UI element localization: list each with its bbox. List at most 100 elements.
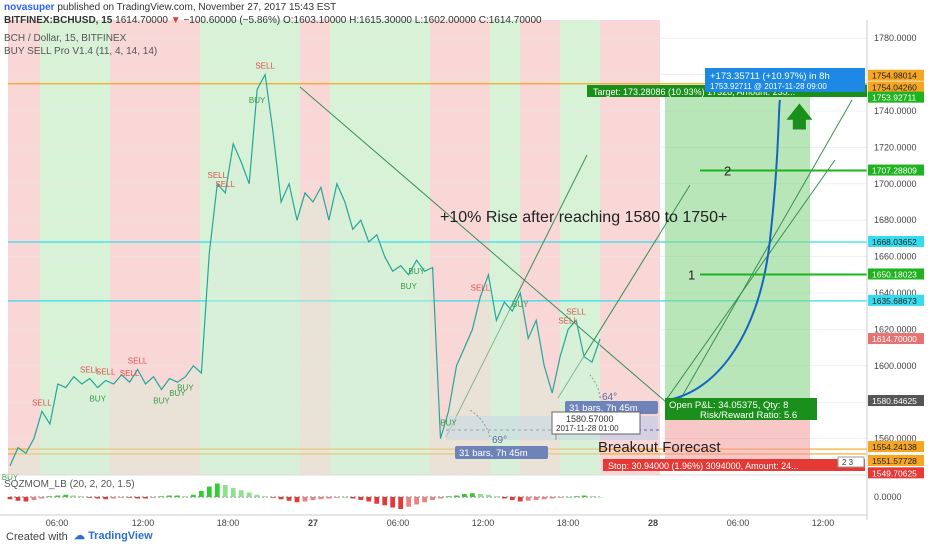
y-tick-5: 1660.0000	[874, 252, 917, 262]
osc-bar-3	[31, 497, 37, 500]
signal-sell-10: SELL	[208, 171, 228, 180]
symbol-name[interactable]: BITFINEX:BCHUSD, 15	[4, 15, 113, 26]
high-value: H:1615.30000	[349, 15, 412, 26]
low-value: L:1602.00000	[414, 15, 476, 26]
osc-bar-48	[390, 497, 396, 508]
osc-bar-44	[358, 497, 364, 500]
osc-bar-68	[549, 497, 555, 499]
osc-bar-42	[342, 497, 348, 498]
osc-bar-40	[326, 497, 332, 499]
stop-box	[603, 459, 865, 471]
osc-bar-69	[557, 497, 563, 498]
osc-bar-31	[254, 494, 260, 497]
pane-title: BCH / Dollar, 15, BITFINEX	[4, 33, 127, 44]
tradingview-logo[interactable]: ☁ TradingView	[74, 529, 153, 542]
x-tick-7: 28	[648, 518, 658, 528]
signal-buy-9: BUY	[177, 384, 194, 393]
signal-buy-15: BUY	[408, 267, 425, 276]
open-pl-text: Open P&L: 34.05375, Qty: 8	[669, 400, 788, 411]
target-zone	[665, 90, 810, 398]
publish-line: novasuper published on TradingView.com, …	[4, 2, 336, 13]
zone-3	[200, 20, 250, 475]
price-label-5: 1650.18023	[872, 269, 917, 279]
angle-arc-1	[469, 409, 491, 438]
angle-arc-2	[589, 374, 601, 399]
osc-bar-20	[167, 495, 172, 497]
breakout-annotation: Breakout Forecast	[598, 439, 721, 456]
y-tick-4: 1640.0000	[874, 288, 917, 298]
osc-bar-12	[103, 497, 109, 500]
price-label-bg-2	[868, 91, 924, 103]
uptrend-line-1	[445, 154, 588, 438]
x-tick-2: 18:00	[217, 518, 240, 528]
osc-bar-18	[151, 497, 156, 498]
created-with-text: Created with	[6, 531, 68, 543]
signal-sell-16: SELL	[471, 284, 491, 293]
osc-bar-45	[366, 497, 372, 502]
osc-bar-46	[374, 497, 380, 504]
zone-4	[250, 20, 300, 475]
open-value: O:1603.10000	[282, 15, 347, 26]
signal-buy-17: BUY	[440, 418, 457, 427]
cross-time-text: 2017-11-28 01:00	[556, 424, 619, 433]
zone-8	[445, 20, 490, 475]
tradingview-text: TradingView	[88, 530, 153, 542]
osc-bar-8	[71, 495, 77, 497]
price-area	[10, 74, 600, 475]
bars-label-2	[455, 446, 548, 459]
signal-sell-4: SELL	[120, 369, 140, 378]
osc-bar-33	[270, 497, 276, 498]
osc-bar-13	[111, 497, 117, 499]
trend-lines	[299, 86, 853, 438]
osc-bar-35	[286, 497, 292, 501]
price-line	[9, 72, 601, 467]
target-label-1: 1	[688, 267, 695, 282]
osc-bar-55	[446, 496, 451, 497]
signal-sell-5: SELL	[128, 356, 148, 365]
price-label-7: 1614.70000	[872, 334, 917, 344]
osc-bar-43	[350, 497, 356, 499]
headline-annotation: +10% Rise after reaching 1580 to 1750+	[440, 209, 727, 226]
osc-bar-2	[23, 497, 29, 502]
time-axis: 06:00 12:00 18:00 27 06:00 12:00 18:00 28 06:00 1…	[46, 518, 835, 528]
osc-bar-41	[334, 497, 340, 498]
signal-buy-1: BUY	[2, 473, 19, 482]
oscillator-title[interactable]: SQZMOM_LB (20, 2, 20, 1.5)	[4, 479, 135, 490]
author-name[interactable]: novasuper	[4, 2, 55, 13]
forecast-arrow-icon: 🡅	[785, 101, 814, 132]
osc-bar-47	[382, 497, 388, 506]
osc-bar-0	[7, 497, 13, 500]
osc-bar-61	[493, 496, 499, 497]
signal-buy-14: BUY	[400, 282, 417, 291]
cross-tooltip	[551, 411, 641, 435]
price-label-8: 1580.64625	[872, 396, 917, 406]
indicator-title[interactable]: BUY SELL Pro V1.4 (11, 4, 14, 14)	[4, 46, 158, 57]
osc-bar-62	[501, 497, 507, 499]
price-label-3: 1707.28809	[872, 166, 917, 176]
osc-bar-56	[454, 495, 459, 497]
signal-sell-2: SELL	[80, 366, 100, 375]
y-tick-7: 1700.0000	[874, 179, 917, 189]
osc-bar-34	[278, 497, 284, 500]
price-label-bg-1	[868, 81, 924, 93]
osc-bar-15	[127, 497, 132, 498]
price-label-bg-4	[868, 235, 924, 247]
publish-text: published on TradingView.com, November 2…	[54, 2, 337, 13]
osc-bar-63	[509, 497, 515, 500]
osc-bar-30	[246, 492, 252, 497]
signal-buy-6: BUY	[89, 395, 106, 404]
symbol-line: BITFINEX:BCHUSD, 15 1614.70000 ▼ −100.60…	[4, 15, 542, 26]
forecast-curve	[667, 99, 781, 401]
bars-label-2-text: 31 bars, 7h 45m	[459, 448, 528, 459]
cross-price-text: 1580.57000	[566, 414, 614, 424]
osc-bar-64	[517, 497, 523, 502]
osc-bar-67	[541, 497, 547, 500]
osc-bar-32	[262, 496, 268, 497]
y-tick-8: 1720.0000	[874, 142, 917, 152]
forecast-box	[705, 68, 865, 92]
osc-bar-65	[525, 497, 531, 501]
y-tick-6: 1680.0000	[874, 215, 917, 225]
